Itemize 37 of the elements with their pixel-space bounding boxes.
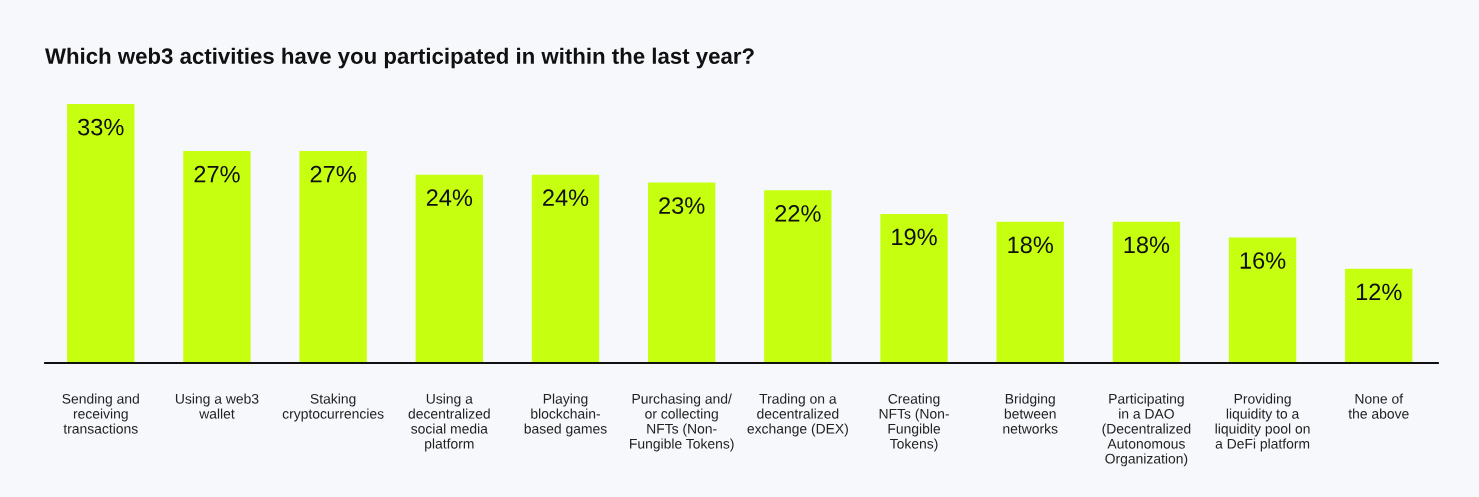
x-tick-label: Using a web3 wallet	[175, 393, 259, 419]
x-tick-label: Trading on a decentralized exchange (DEX)	[747, 393, 848, 437]
data-label: 24%	[543, 189, 589, 206]
bar	[647, 182, 716, 363]
data-label: 22%	[775, 205, 821, 222]
bar	[880, 213, 948, 363]
x-tick-label: Using a decentralized social media platform	[408, 393, 490, 452]
bar	[764, 190, 832, 363]
x-tick-label: Creating NFTs (Non- Fungible Tokens)	[879, 393, 949, 452]
data-label: 23%	[659, 197, 705, 214]
bar	[1112, 221, 1181, 363]
x-tick-label: Purchasing and/ or collecting NFTs (Non- Fungible Tokens)	[630, 393, 734, 452]
bar	[415, 174, 483, 363]
chart-title: Which web3 activities have you participated in within the last year?	[45, 47, 754, 69]
x-tick-label: Providing liquidity to a liquidity pool on a DeFi platform	[1215, 393, 1310, 452]
bar	[1228, 237, 1297, 363]
data-label: 18%	[1008, 236, 1053, 254]
bar	[67, 104, 135, 363]
data-label: 12%	[1356, 283, 1402, 301]
data-label: 27%	[310, 165, 356, 183]
data-label: 16%	[1240, 252, 1286, 269]
data-label: 24%	[426, 189, 473, 206]
bar	[1345, 268, 1413, 363]
x-tick-label: Playing blockchain- based games	[524, 393, 607, 437]
bar	[996, 221, 1064, 363]
x-tick-label: Sending and receiving transactions	[62, 393, 139, 434]
x-tick-label: Bridging between networks	[1003, 393, 1058, 434]
data-label: 27%	[194, 165, 240, 183]
bar	[183, 151, 251, 363]
x-tick-label: Participating in a DAO (Decentralized Autonomous Organization)	[1102, 393, 1191, 467]
data-label: 18%	[1124, 236, 1170, 254]
bar	[299, 151, 367, 363]
data-label: 33%	[78, 118, 124, 136]
data-label: 19%	[892, 228, 937, 246]
x-tick-label: None of the above	[1348, 393, 1409, 419]
x-tick-label: Staking cryptocurrencies	[282, 393, 384, 422]
bar	[531, 174, 600, 363]
